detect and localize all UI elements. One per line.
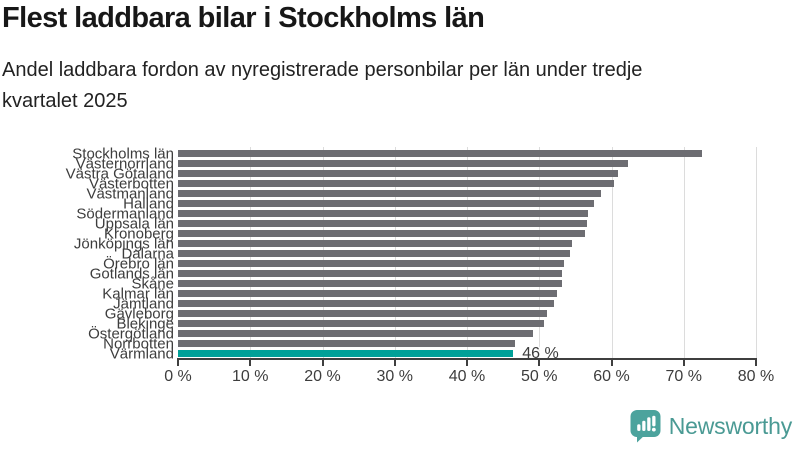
- y-axis-label: Dalarna: [121, 245, 174, 262]
- y-axis-label: Västernorrland: [75, 155, 174, 172]
- chart-title: Flest laddbara bilar i Stockholms län: [2, 2, 485, 34]
- y-axis-label: Kronoberg: [103, 225, 174, 242]
- y-axis-label: Västra Götaland: [65, 165, 174, 182]
- bar-chart: 46 % Stockholms län Västernorrland Västra …: [65, 145, 775, 385]
- bar: [178, 180, 614, 187]
- x-axis-tick: [755, 359, 757, 366]
- bar: [178, 320, 544, 327]
- x-axis-tick-label: 10 %: [232, 368, 269, 385]
- bar: [178, 290, 558, 297]
- bar: [178, 270, 563, 277]
- x-axis-tick-label: 60 %: [593, 368, 630, 385]
- y-axis-label: Kalmar län: [102, 285, 174, 302]
- y-axis-label: Östergötland: [88, 325, 174, 342]
- y-axis-label: Blekinge: [116, 315, 174, 332]
- y-axis-label: Gotlands län: [89, 265, 174, 282]
- y-axis-label: Gävleborg: [104, 305, 174, 322]
- chart-subtitle: Andel laddbara fordon av nyregistrerade …: [2, 59, 643, 112]
- bar: [178, 170, 618, 177]
- y-axis-label: Norrbotten: [103, 335, 174, 352]
- bar: [178, 200, 595, 207]
- newsworthy-logo[interactable]: Newsworthy: [630, 408, 792, 444]
- bar: [178, 190, 601, 197]
- bar: [178, 220, 587, 227]
- newsworthy-bubble-chart-icon: [630, 410, 661, 443]
- bar: [178, 240, 572, 247]
- bar: [178, 250, 570, 257]
- y-axis-label: Halland: [123, 195, 174, 212]
- bar: [178, 230, 585, 237]
- y-axis-label: Örebro län: [103, 255, 174, 272]
- y-axis-label: Västmanland: [86, 185, 174, 202]
- y-axis-label: Uppsala län: [94, 215, 174, 232]
- x-axis-tick: [610, 359, 613, 366]
- gridline: [756, 147, 757, 358]
- bar: [178, 150, 702, 157]
- x-axis-tick: [466, 359, 468, 366]
- y-axis-label: Värmland: [109, 345, 174, 362]
- bar: [178, 330, 534, 337]
- x-axis-tick: [538, 359, 541, 366]
- bar: [178, 210, 588, 217]
- bar-highlighted: [178, 350, 514, 357]
- x-axis-tick: [393, 359, 396, 366]
- y-axis-label: Västerbotten: [88, 175, 174, 192]
- x-axis-tick-label: 50 %: [521, 368, 558, 385]
- x-axis-tick-label: 30 %: [376, 368, 413, 385]
- x-axis-tick-label: 0 %: [164, 368, 192, 385]
- x-axis-tick-label: 70 %: [665, 368, 702, 385]
- bar: [178, 260, 564, 267]
- y-axis-label: Stockholms län: [72, 145, 174, 162]
- bar: [178, 280, 562, 287]
- x-axis-tick-label: 40 %: [448, 368, 486, 385]
- bar: [178, 160, 629, 167]
- gridline: [611, 147, 613, 358]
- x-axis-tick: [321, 359, 324, 366]
- gridline: [683, 147, 685, 358]
- x-axis-tick-label: 80 %: [737, 368, 775, 385]
- bar: [178, 340, 516, 347]
- y-axis-label: Södermanland: [76, 205, 174, 222]
- newsworthy-wordmark: Newsworthy: [668, 412, 792, 439]
- value-label: 46 %: [522, 344, 559, 362]
- x-axis-tick: [177, 359, 179, 366]
- bar: [178, 310, 548, 317]
- x-axis-tick: [249, 359, 252, 366]
- y-axis-label: Jönköpings län: [73, 235, 174, 252]
- y-axis-label: Skåne: [131, 275, 174, 292]
- y-axis-label: Jämtland: [113, 295, 174, 312]
- bar: [178, 300, 555, 307]
- x-axis-tick: [682, 359, 685, 366]
- x-axis-tick-label: 20 %: [304, 368, 341, 385]
